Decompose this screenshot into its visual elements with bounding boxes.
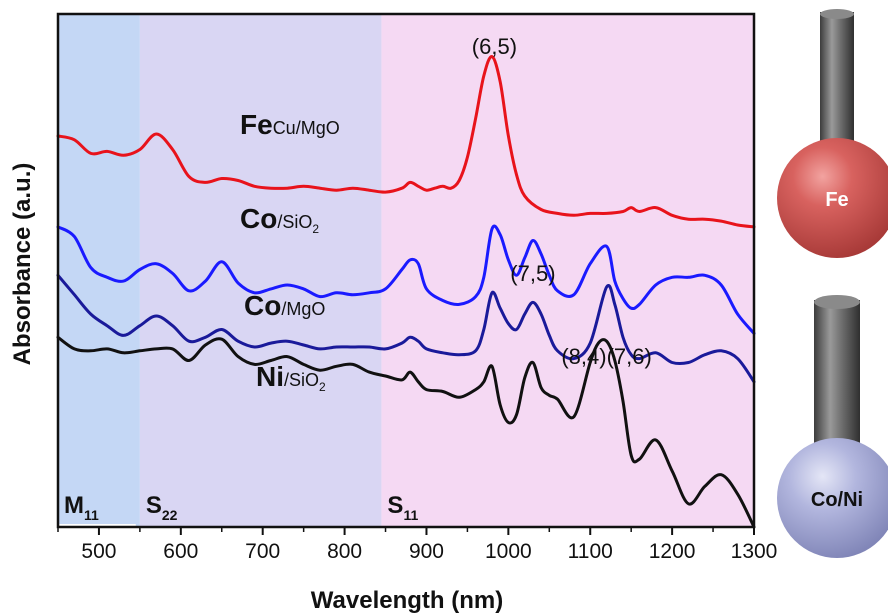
y-axis-title: Absorbance (a.u.) [9, 163, 36, 366]
coni-particle-label: Co/Ni [811, 489, 863, 511]
region-label-2: S11 [387, 492, 418, 523]
x-tick-label-600: 600 [163, 540, 198, 563]
spectra-lines [56, 55, 756, 529]
series-label-3: Ni/SiO2 [256, 361, 326, 394]
x-tick-label-1300: 1300 [731, 540, 778, 563]
region-bands: M11 S22 S11 [58, 14, 754, 527]
peak-annotation-0: (6,5) [472, 34, 517, 59]
region-band-2 [381, 14, 754, 527]
series-labels: FeCu/MgO Co/SiO2 Co/MgO Ni/SiO2 [240, 109, 340, 394]
x-tick-label-500: 500 [81, 540, 116, 563]
fe-particle-label: Fe [825, 189, 848, 211]
plot-frame [56, 12, 756, 529]
series-label-1: Co/SiO2 [240, 203, 319, 236]
peak-annotations: (6,5) (7,5) (8,4)(7,6) [472, 34, 652, 369]
fe-nanotube-illustration: Fe [777, 9, 888, 258]
region-band-0 [58, 14, 140, 527]
series-label-2: Co/MgO [244, 290, 325, 321]
x-axis-title: Wavelength (nm) [311, 587, 503, 614]
x-tick-label-700: 700 [245, 540, 280, 563]
series-label-0: FeCu/MgO [240, 109, 340, 140]
x-tick-label-1200: 1200 [649, 540, 696, 563]
nanotube-cap-icon [820, 9, 854, 19]
coni-nanotube-illustration: Co/Ni [777, 295, 888, 558]
series-line-2 [56, 273, 756, 384]
nanotube-rod-icon [820, 12, 854, 152]
series-line-0 [56, 55, 756, 229]
series-line-1 [56, 224, 756, 335]
fe-particle-icon [777, 138, 888, 258]
coni-particle-icon [777, 438, 888, 558]
region-band-1 [139, 14, 382, 527]
x-tick-label-900: 900 [409, 540, 444, 563]
region-label-0: M11 [64, 492, 99, 523]
x-tick-label-800: 800 [327, 540, 362, 563]
x-axis-ticks: 500 600 700 800 900 1000 1100 1200 1300 [57, 527, 778, 563]
nanotube-rod-icon [814, 300, 860, 450]
peak-annotation-1: (7,5) [510, 261, 555, 286]
x-tick-label-1000: 1000 [485, 540, 532, 563]
region-label-1: S22 [146, 492, 178, 523]
nanotube-cap-icon [814, 295, 860, 309]
series-line-3 [56, 335, 756, 529]
peak-annotation-2: (8,4)(7,6) [561, 344, 651, 369]
x-tick-label-1100: 1100 [568, 540, 613, 563]
plot-border [56, 12, 756, 529]
